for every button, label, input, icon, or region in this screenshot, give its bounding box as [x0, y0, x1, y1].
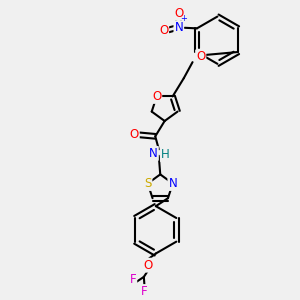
- Text: N: N: [149, 147, 158, 160]
- Text: H: H: [161, 148, 170, 161]
- Text: O: O: [143, 259, 152, 272]
- Text: F: F: [140, 285, 147, 298]
- Text: O: O: [130, 128, 139, 141]
- Text: O: O: [159, 24, 168, 37]
- Text: +: +: [181, 14, 188, 22]
- Text: S: S: [144, 177, 152, 190]
- Text: O: O: [174, 7, 183, 20]
- Text: O: O: [196, 50, 206, 63]
- Text: N: N: [168, 177, 177, 190]
- Text: N: N: [174, 21, 183, 34]
- Text: O: O: [152, 90, 161, 103]
- Text: F: F: [130, 273, 136, 286]
